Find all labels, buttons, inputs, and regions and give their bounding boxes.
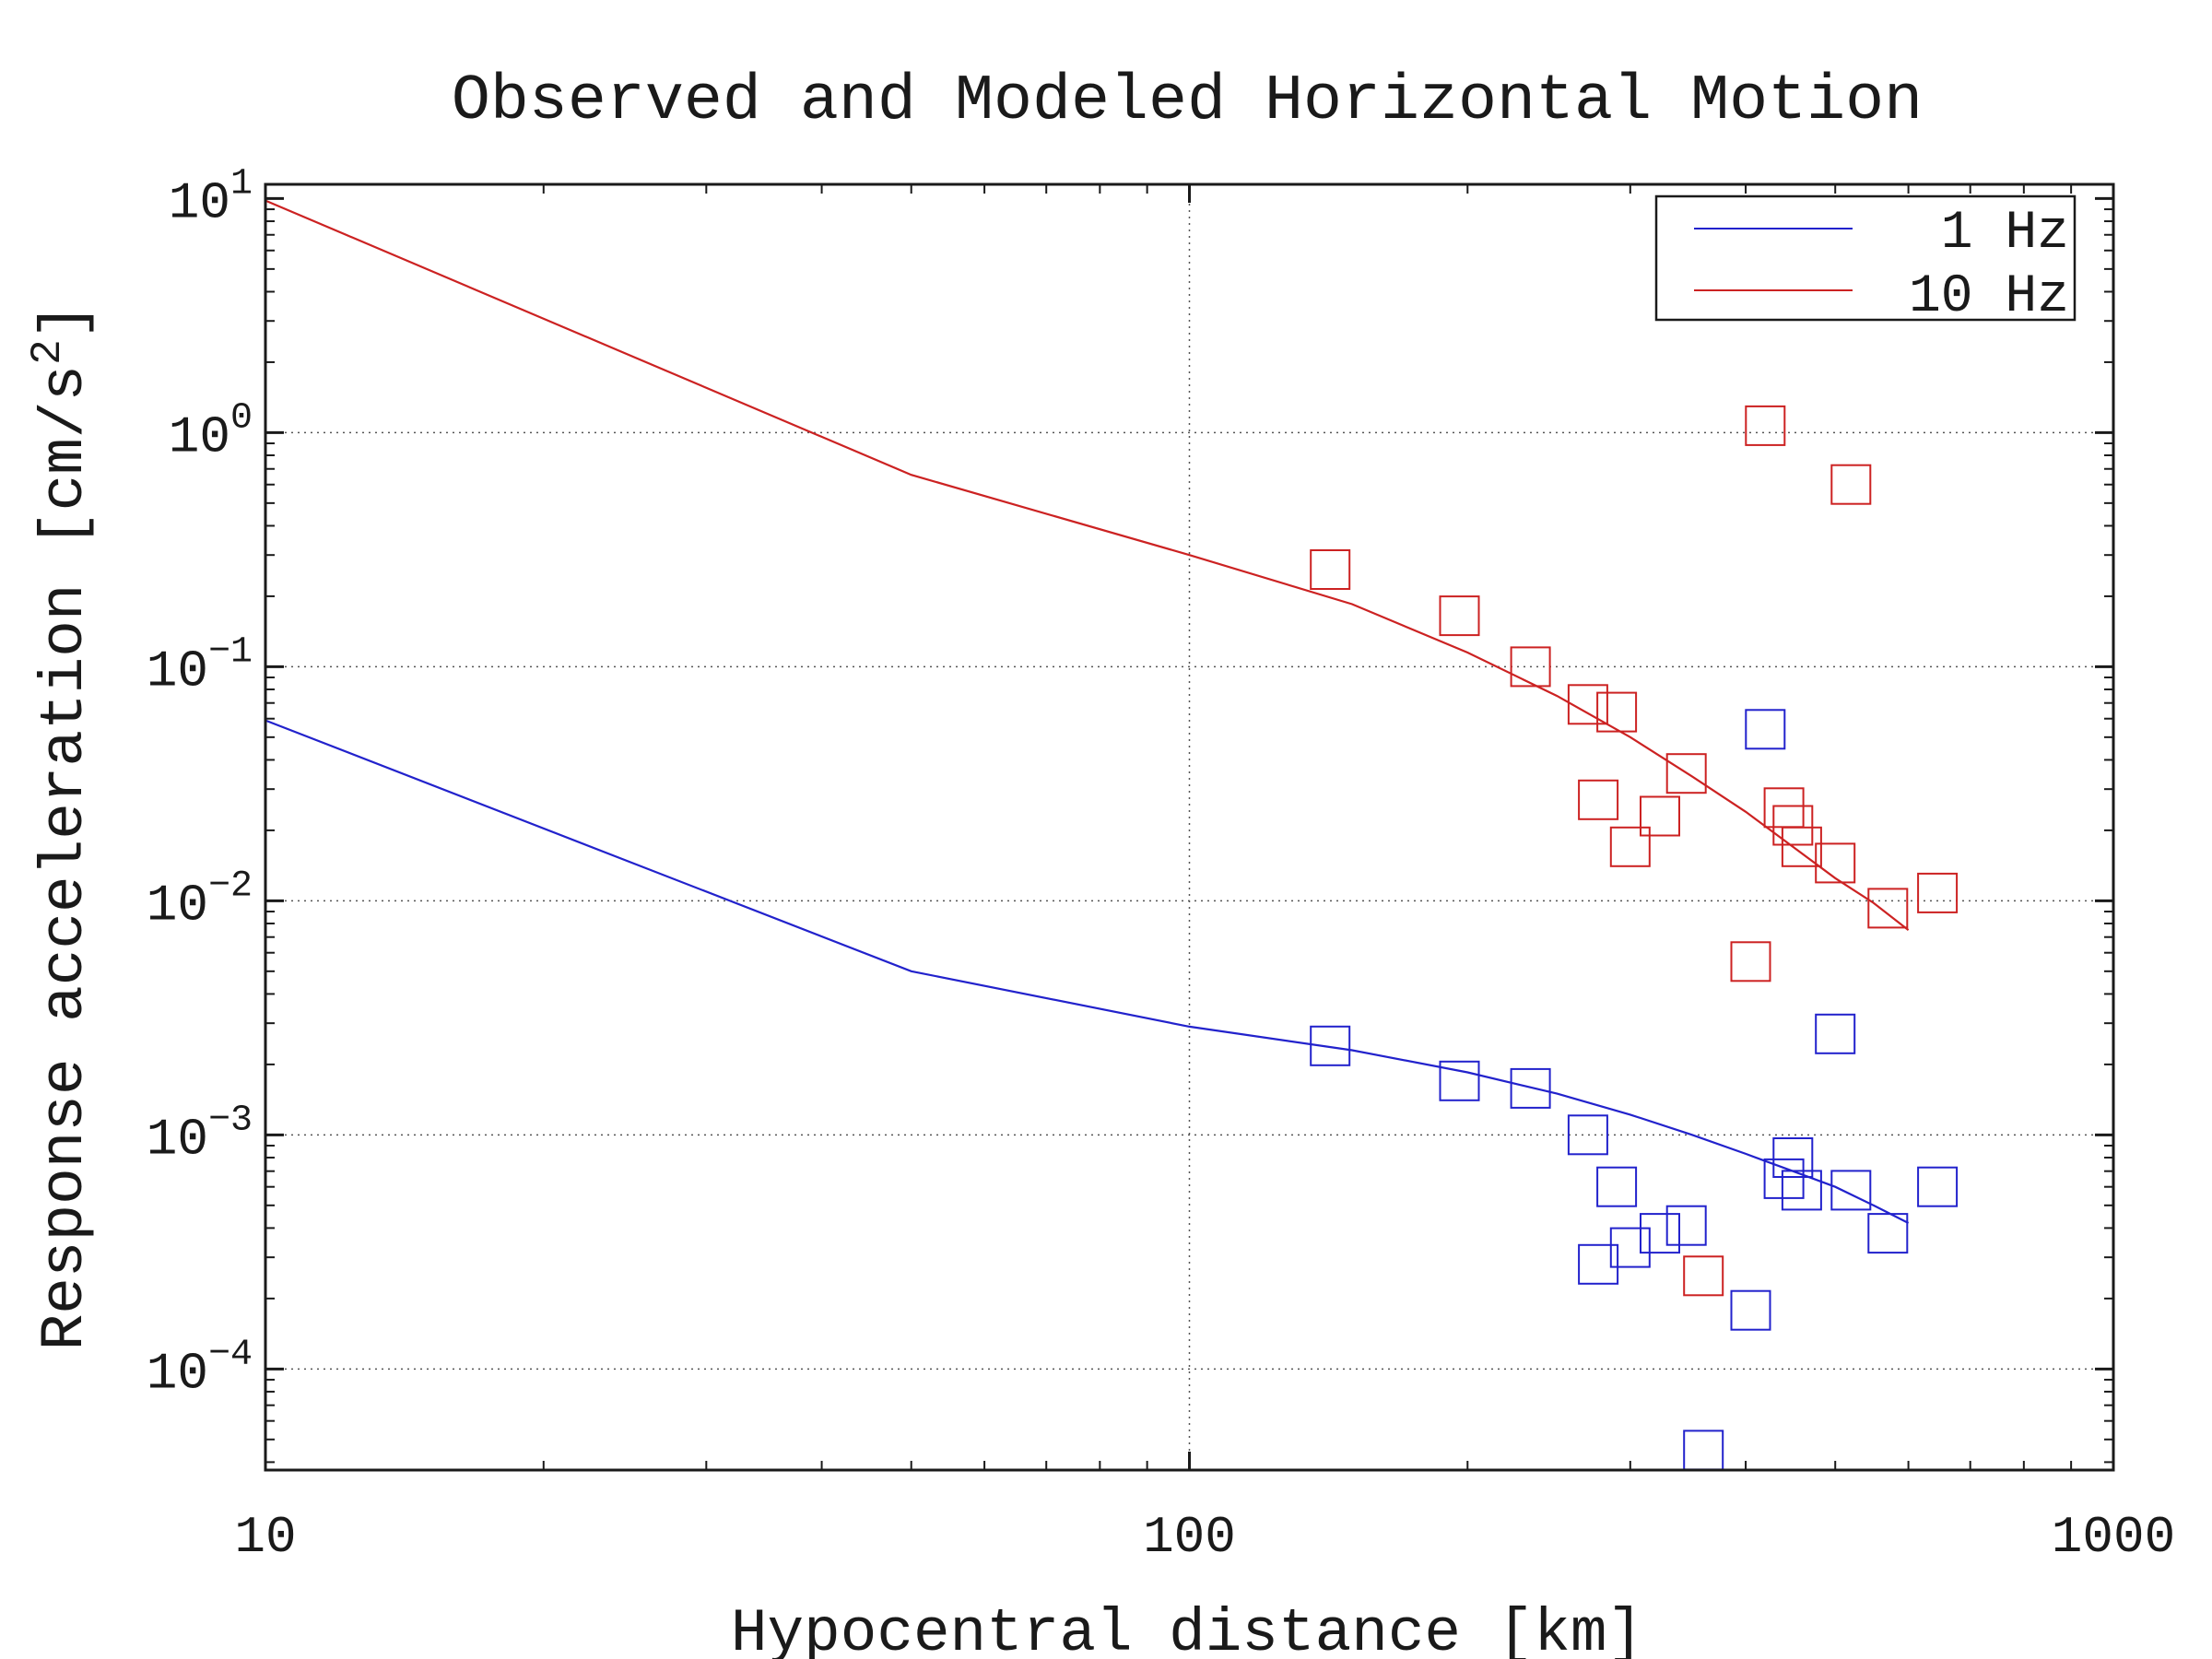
legend: 1 Hz 10 Hz: [1654, 194, 2077, 327]
x-tick-label: 100: [1143, 1508, 1236, 1567]
model-line-1hz: [265, 719, 1910, 1224]
observed-point-10hz: [1439, 595, 1480, 637]
observed-point-10hz: [1815, 842, 1856, 884]
observed-point-1hz: [1596, 1166, 1638, 1207]
observed-point-10hz: [1310, 549, 1351, 590]
observed-point-10hz: [1640, 795, 1680, 837]
y-tick-label: 101: [169, 163, 253, 232]
model-lines: [265, 199, 1910, 1224]
observed-point-1hz: [1830, 1170, 1872, 1211]
legend-label-1hz: 1 Hz: [1941, 204, 2069, 264]
observed-point-1hz: [1310, 1025, 1351, 1066]
observed-point-1hz: [1745, 709, 1786, 750]
observed-point-1hz: [1439, 1060, 1480, 1101]
observed-point-10hz: [1730, 941, 1771, 982]
observed-point-10hz: [1596, 691, 1638, 733]
observed-point-1hz: [1867, 1213, 1909, 1254]
y-tick-label: 10−2: [147, 865, 253, 935]
model-line-10hz: [265, 199, 1910, 931]
x-tick-label: 1000: [2052, 1508, 2175, 1567]
observed-point-10hz: [1665, 753, 1707, 794]
observed-point-10hz: [1683, 1255, 1724, 1297]
observed-point-10hz: [1567, 684, 1608, 725]
x-axis-label: Hypocentral distance [km]: [731, 1599, 1643, 1659]
observed-point-1hz: [1609, 1227, 1651, 1268]
observed-point-1hz: [1917, 1166, 1959, 1207]
observed-point-1hz: [1763, 1158, 1805, 1199]
x-tick-labels: 10 100 1000: [234, 1508, 2175, 1567]
observed-point-10hz: [1578, 779, 1619, 820]
observed-point-1hz: [1665, 1205, 1707, 1246]
legend-label-10hz: 10 Hz: [1909, 267, 2069, 327]
y-tick-label: 10−4: [147, 1334, 253, 1403]
observed-point-10hz: [1745, 405, 1786, 446]
y-axis-label: Response acceleration [cm/s2]: [24, 303, 100, 1351]
observed-point-1hz: [1640, 1213, 1680, 1254]
observed-point-1hz: [1781, 1170, 1822, 1211]
observed-point-10hz: [1830, 464, 1872, 505]
observed-point-10hz: [1867, 888, 1909, 929]
observed-points: [1310, 405, 1959, 1471]
y-tick-label: 10−3: [147, 1100, 253, 1169]
legend-box: [1654, 194, 2077, 322]
x-tick-label: 10: [234, 1508, 296, 1567]
axis-ticks: [264, 184, 2115, 1470]
observed-point-10hz: [1772, 805, 1814, 846]
observed-point-10hz: [1781, 826, 1822, 867]
y-tick-labels: 101 100 10−1 10−2 10−3 10−4: [147, 163, 253, 1403]
observed-point-1hz: [1578, 1243, 1619, 1285]
y-tick-label: 100: [169, 397, 253, 466]
grid: [265, 184, 2113, 1470]
observed-point-10hz: [1917, 872, 1959, 913]
observed-point-10hz: [1609, 826, 1651, 867]
chart-title: Observed and Modeled Horizontal Motion: [452, 65, 1923, 138]
observed-point-1hz: [1510, 1067, 1551, 1109]
observed-point-10hz: [1510, 646, 1551, 688]
y-tick-label: 10−1: [147, 631, 253, 700]
observed-point-1hz: [1730, 1289, 1771, 1331]
observed-point-1hz: [1567, 1114, 1608, 1156]
observed-point-1hz: [1815, 1013, 1856, 1054]
observed-point-1hz: [1772, 1137, 1814, 1178]
